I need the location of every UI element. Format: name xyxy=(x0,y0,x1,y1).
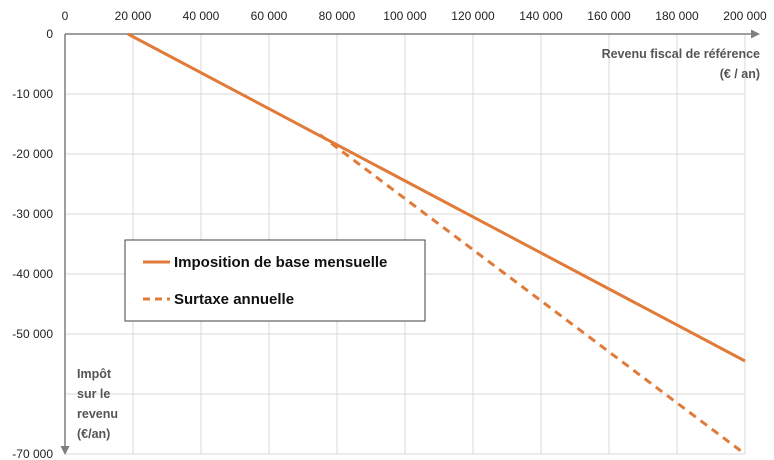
legend-label-base: Imposition de base mensuelle xyxy=(174,254,387,271)
series-lines xyxy=(127,32,746,456)
legend-label-surtaxe: Surtaxe annuelle xyxy=(174,291,294,308)
legend: Imposition de base mensuelle Surtaxe ann… xyxy=(124,239,426,322)
y-tick-label: -30 000 xyxy=(12,207,53,221)
x-tick-label: 0 xyxy=(62,9,69,23)
x-tick-label: 160 000 xyxy=(587,9,631,23)
y-axis-title-bg xyxy=(0,360,58,444)
series-line-base xyxy=(127,32,746,363)
y-axis-title-line-2: sur le xyxy=(77,387,110,401)
y-axis-arrow xyxy=(60,446,70,455)
y-axis-title-line-4: (€/an) xyxy=(77,427,110,441)
y-tick-label: -10 000 xyxy=(12,87,53,101)
y-tick-label: -50 000 xyxy=(12,327,53,341)
axes xyxy=(60,29,760,455)
x-tick-label: 80 000 xyxy=(319,9,356,23)
legend-box xyxy=(124,239,426,322)
y-tick-label: -20 000 xyxy=(12,147,53,161)
x-tick-label: 20 000 xyxy=(115,9,152,23)
x-axis-title-line-1: Revenu fiscal de référence xyxy=(602,47,760,61)
x-tick-label: 120 000 xyxy=(451,9,495,23)
y-tick-label: 0 xyxy=(46,27,53,41)
x-tick-label: 140 000 xyxy=(519,9,563,23)
series-line-surtaxe xyxy=(319,133,746,456)
y-tick-label: -70 000 xyxy=(12,447,53,460)
x-tick-label: 200 000 xyxy=(723,9,767,23)
y-axis-title-line-3: revenu xyxy=(77,407,118,421)
x-tick-labels: 0 20 000 40 000 60 000 80 000 100 000 120 000 1… xyxy=(62,9,767,23)
x-tick-label: 60 000 xyxy=(251,9,288,23)
y-axis-title-line-1: Impôt xyxy=(77,367,112,381)
y-tick-label: -40 000 xyxy=(12,267,53,281)
x-tick-label: 180 000 xyxy=(655,9,699,23)
x-axis-arrow xyxy=(751,29,760,39)
x-tick-label: 100 000 xyxy=(383,9,427,23)
x-axis-title-line-2: (€ / an) xyxy=(720,67,760,81)
x-tick-label: 40 000 xyxy=(183,9,220,23)
